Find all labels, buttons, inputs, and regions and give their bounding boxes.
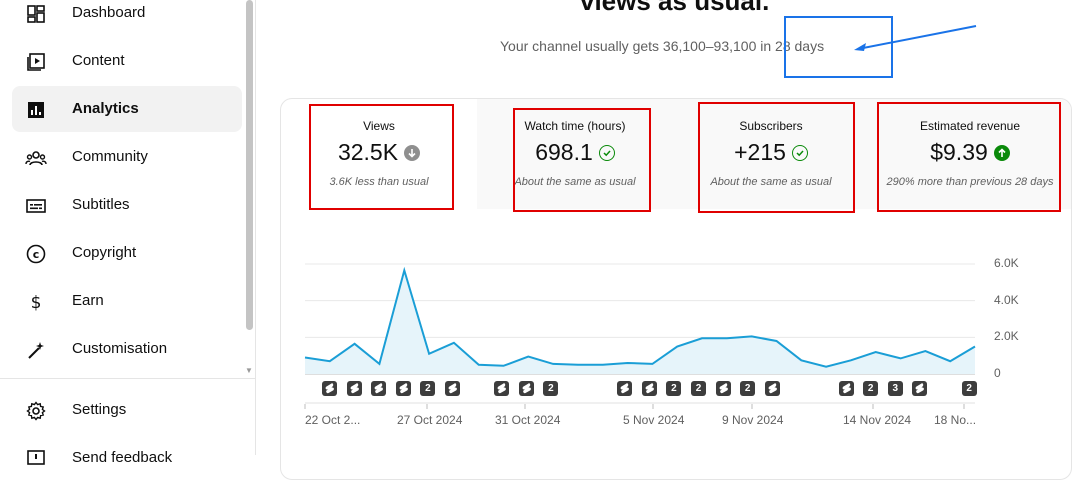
x-tick-label: 31 Oct 2024 [495, 413, 560, 427]
shorts-icon[interactable] [347, 381, 362, 396]
shorts-icon[interactable] [617, 381, 632, 396]
shorts-icon[interactable] [322, 381, 337, 396]
upload-count-badge[interactable]: 3 [888, 381, 903, 396]
upload-count-badge[interactable]: 2 [691, 381, 706, 396]
y-tick-label: 6.0K [994, 256, 1019, 270]
upload-count-badge[interactable]: 2 [962, 381, 977, 396]
y-tick-label: 2.0K [994, 329, 1019, 343]
shorts-icon[interactable] [839, 381, 854, 396]
shorts-icon[interactable] [494, 381, 509, 396]
shorts-icon[interactable] [371, 381, 386, 396]
shorts-icon[interactable] [912, 381, 927, 396]
shorts-icon[interactable] [765, 381, 780, 396]
x-tick-label: 5 Nov 2024 [623, 413, 684, 427]
shorts-icon[interactable] [445, 381, 460, 396]
x-tick-label: 18 No... [934, 413, 976, 427]
x-tick-label: 9 Nov 2024 [722, 413, 783, 427]
upload-count-badge[interactable]: 2 [420, 381, 435, 396]
x-tick-label: 14 Nov 2024 [843, 413, 911, 427]
shorts-icon[interactable] [519, 381, 534, 396]
shorts-icon[interactable] [396, 381, 411, 396]
upload-count-badge[interactable]: 2 [666, 381, 681, 396]
y-tick-label: 4.0K [994, 293, 1019, 307]
y-tick-label: 0 [994, 366, 1001, 380]
shorts-icon[interactable] [642, 381, 657, 396]
upload-count-badge[interactable]: 2 [740, 381, 755, 396]
upload-count-badge[interactable]: 2 [543, 381, 558, 396]
shorts-icon[interactable] [716, 381, 731, 396]
views-area [305, 270, 975, 374]
x-tick-label: 27 Oct 2024 [397, 413, 462, 427]
upload-count-badge[interactable]: 2 [863, 381, 878, 396]
x-tick-label: 22 Oct 2... [305, 413, 360, 427]
